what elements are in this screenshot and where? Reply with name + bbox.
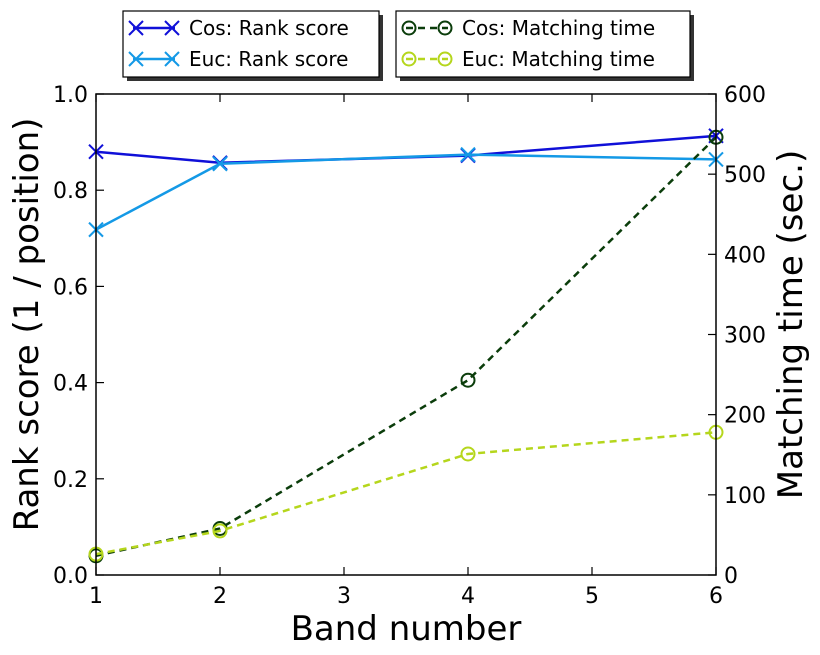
x-tick-label: 2: [213, 584, 227, 609]
y-right-tick-label: 200: [724, 404, 766, 429]
x-tick-label: 6: [709, 584, 723, 609]
y-right-tick-label: 500: [724, 163, 766, 188]
y-left-axis-title: Rank score (1 / position): [7, 118, 47, 532]
y-right-tick-label: 0: [724, 564, 738, 589]
data-point: [460, 446, 476, 462]
y-right-tick-label: 100: [724, 484, 766, 509]
series-2: [88, 129, 724, 564]
legend-label: Euc: Rank score: [189, 47, 348, 71]
y-left-tick-label: 0.8: [53, 179, 88, 204]
x-tick-label: 4: [461, 584, 475, 609]
legend-marker: [437, 20, 453, 36]
legend-marker: [128, 20, 144, 36]
y-left-tick-label: 0.2: [53, 468, 88, 493]
x-tick-label: 1: [89, 584, 103, 609]
legend-label: Cos: Rank score: [189, 16, 349, 40]
y-right-tick-label: 300: [724, 324, 766, 349]
y-left-tick-label: 0.6: [53, 275, 88, 300]
legend-marker: [128, 51, 144, 67]
plot-frame: [95, 93, 717, 576]
legend-rank-score: Cos: Rank score Euc: Rank score: [122, 10, 383, 81]
series-line: [95, 153, 717, 231]
data-point: [460, 372, 476, 388]
y-right-axis-title: Matching time (sec.): [771, 150, 811, 499]
legend-label: Euc: Matching time: [462, 47, 655, 71]
series-3: [88, 424, 724, 562]
legend-matching-time: Cos: Matching time Euc: Matching time: [395, 10, 694, 81]
x-axis-title: Band number: [291, 609, 522, 649]
y-right-tick-label: 400: [724, 243, 766, 268]
x-tick-label: 3: [337, 584, 351, 609]
series-line: [95, 136, 717, 557]
ticks: 1 2 3 4 5 6 0.0 0.2 0.4 0.6 0.8 1.0 0 100 200 300 400 500…: [53, 83, 766, 609]
series-layer: [88, 128, 724, 564]
legend-marker: [437, 51, 453, 67]
data-point: [460, 146, 476, 163]
x-tick-label: 5: [585, 584, 599, 609]
legend-marker: [401, 20, 417, 36]
y-left-tick-label: 1.0: [53, 83, 88, 108]
series-line: [95, 431, 717, 556]
data-point: [212, 523, 228, 539]
y-right-tick-label: 600: [724, 83, 766, 108]
legend-marker: [164, 20, 180, 36]
series-0: [88, 128, 724, 171]
legend-marker: [164, 51, 180, 67]
legends: Cos: Rank score Euc: Rank score Cos: Match…: [122, 10, 694, 81]
data-point: [212, 156, 228, 172]
y-left-tick-label: 0.0: [53, 564, 88, 589]
legend-marker: [401, 51, 417, 67]
y-left-tick-label: 0.4: [53, 372, 88, 397]
legend-label: Cos: Matching time: [462, 16, 655, 40]
